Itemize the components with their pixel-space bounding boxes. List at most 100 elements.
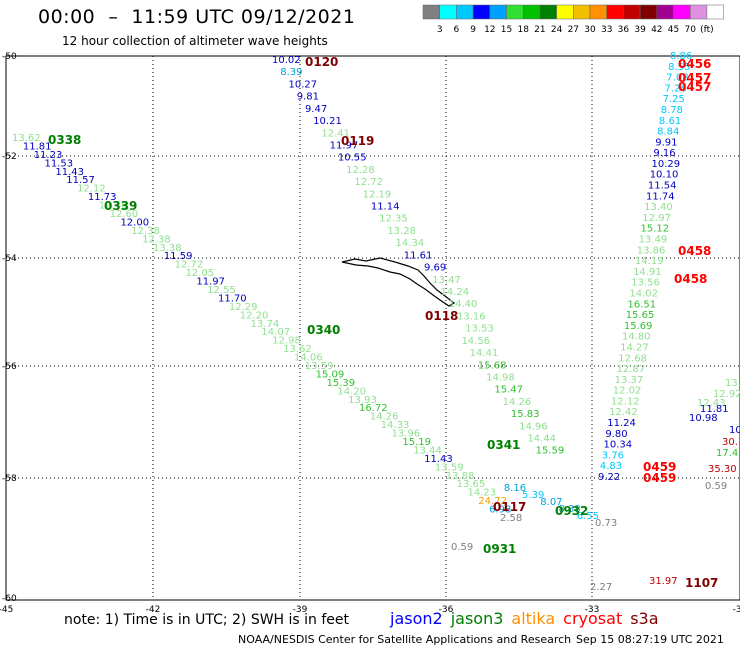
swh-value-label: 11.14 — [371, 202, 400, 213]
swh-value-label: 14.26 — [503, 397, 532, 408]
swh-value-label: 8.38 — [559, 504, 581, 515]
colorbar-tick-label: 30 — [584, 25, 596, 35]
swh-value-label: 12.28 — [346, 165, 375, 176]
swh-value-label: 10.02 — [272, 55, 301, 66]
colorbar-tick-label: 21 — [534, 25, 545, 35]
swh-value-label: 14.27 — [620, 342, 649, 353]
swh-value-label: 12.46 — [99, 201, 128, 212]
colorbar-swatch — [706, 4, 724, 20]
swh-value-label: 13.40 — [644, 202, 673, 213]
swh-value-label: 12.05 — [186, 268, 215, 279]
swh-value-label: 10.29 — [652, 159, 681, 170]
swh-value-label: 14.02 — [629, 288, 658, 299]
swh-value-label: 31.97 — [649, 576, 678, 587]
legend-entry-jason2: jason2 — [390, 609, 443, 628]
swh-value-label: 11.53 — [45, 158, 74, 169]
swh-value-label: 11.43 — [424, 454, 453, 465]
swh-value-label: 3.76 — [602, 450, 624, 461]
swh-value-label: 8.55 — [668, 62, 690, 73]
swh-value-label: 12.55 — [207, 285, 236, 296]
swh-value-label: 14.24 — [441, 287, 470, 298]
altimeter-track: 13.6211.8111.2311.5311.4311.5712.1211.73… — [12, 133, 522, 524]
swh-value-label: 12.29 — [229, 302, 258, 313]
swh-value-label: 14.19 — [635, 256, 664, 267]
colorbar-tick-label: 6 — [454, 25, 460, 35]
swh-value-label: 12.42 — [609, 407, 638, 418]
swh-value-label: 12.20 — [240, 310, 269, 321]
swh-value-label: 13.56 — [631, 278, 660, 289]
swh-value-label: 14.41 — [470, 348, 499, 359]
swh-value-label: 14.96 — [519, 421, 548, 432]
swh-value-label: 15.39 — [326, 378, 355, 389]
longitude-tick-label: -42 — [146, 605, 161, 615]
swh-value-label: 13.44 — [413, 445, 442, 456]
pass-time-label: 0338 — [48, 133, 81, 147]
swh-value-label: 13.62 — [283, 344, 312, 355]
swh-value-label: 8.16 — [504, 483, 526, 494]
colorbar-tick-label: 24 — [551, 25, 563, 35]
swh-value-label: 6.98 — [489, 505, 511, 516]
pass-time-label: 0119 — [341, 134, 374, 148]
swh-value-label: 15.59 — [536, 446, 565, 457]
swh-value-label: 9.81 — [297, 92, 319, 103]
pass-time-label: 0459 — [643, 460, 676, 474]
swh-value-label: 16.51 — [628, 299, 657, 310]
swh-value-label: 13.28 — [387, 226, 416, 237]
swh-value-label: 12.12 — [77, 184, 106, 195]
swh-value-label: 9.16 — [653, 148, 675, 159]
swh-value-label: 14.98 — [486, 372, 515, 383]
swh-value-label: 14.40 — [449, 299, 478, 310]
swh-value-label: 10.27 — [288, 79, 317, 90]
swh-value-label: 15.09 — [316, 369, 345, 380]
swh-value-label: 12.35 — [379, 214, 408, 225]
credit-line: NOAA/NESDIS Center for Satellite Applica… — [238, 633, 572, 646]
swh-value-label: 35.30 — [708, 464, 737, 475]
swh-value-label: 14.56 — [461, 336, 490, 347]
swh-value-label: 14.44 — [527, 434, 556, 445]
swh-value-label: 10.55 — [338, 153, 367, 164]
swh-value-label: 7.08 — [666, 73, 688, 84]
swh-value-label: 13.93 — [348, 395, 377, 406]
swh-value-label: 15.69 — [624, 321, 653, 332]
swh-value-label: 14.33 — [381, 420, 410, 431]
pass-time-label: 0456 — [678, 57, 711, 71]
swh-value-label: 13.16 — [457, 311, 486, 322]
swh-value-label: 15.65 — [626, 310, 655, 321]
swh-value-label: 12.41 — [321, 128, 350, 139]
swh-value-label: 24.72 — [478, 496, 507, 507]
swh-value-label: 12.98 — [272, 336, 301, 347]
swh-value-label: 16.72 — [359, 403, 388, 414]
footer-note: note: 1) Time is in UTC; 2) SWH is in fe… — [64, 612, 350, 628]
swh-value-label: 9.91 — [655, 137, 677, 148]
legend-entry-jason3: jason3 — [450, 609, 504, 628]
swh-value-label: 6.55 — [577, 511, 599, 522]
swh-value-label: 11.24 — [607, 418, 636, 429]
pass-time-label: 0340 — [307, 323, 340, 337]
latitude-tick-label: -56 — [2, 362, 17, 372]
swh-value-label: 12.68 — [618, 353, 647, 364]
pass-time-label: 0117 — [493, 500, 526, 514]
pass-time-label: 0341 — [487, 438, 520, 452]
swh-value-label: 11.97 — [330, 140, 359, 151]
swh-value-label: 12.87 — [616, 364, 645, 375]
swh-value-label: 14.07 — [261, 327, 290, 338]
swh-value-label: 12.92 — [713, 389, 740, 400]
generated-timestamp: Sep 15 08:27:19 UTC 2021 — [576, 633, 724, 646]
swh-value-label: 12.12 — [611, 396, 640, 407]
swh-value-label: 13.47 — [432, 275, 461, 286]
swh-value-label: 12.72 — [175, 260, 204, 271]
swh-value-label: 11.70 — [218, 293, 247, 304]
swh-value-label: 7.25 — [663, 94, 685, 105]
swh-value-label: 8.84 — [657, 127, 679, 138]
colorbar-tick-label: 18 — [517, 25, 529, 35]
altimeter-track: 8.868.557.087.267.258.788.618.849.919.16… — [598, 51, 692, 483]
pass-time-label: 0118 — [425, 309, 458, 323]
swh-value-label: 11.81 — [700, 404, 729, 415]
swh-value-label: 13.37 — [615, 375, 644, 386]
swh-value-label: 11.81 — [23, 141, 52, 152]
swh-value-label: 14.23 — [467, 488, 496, 499]
latitude-tick-label: -52 — [2, 152, 17, 162]
legend-entry-cryosat: cryosat — [563, 609, 623, 628]
swh-value-label: 13.96 — [392, 429, 421, 440]
